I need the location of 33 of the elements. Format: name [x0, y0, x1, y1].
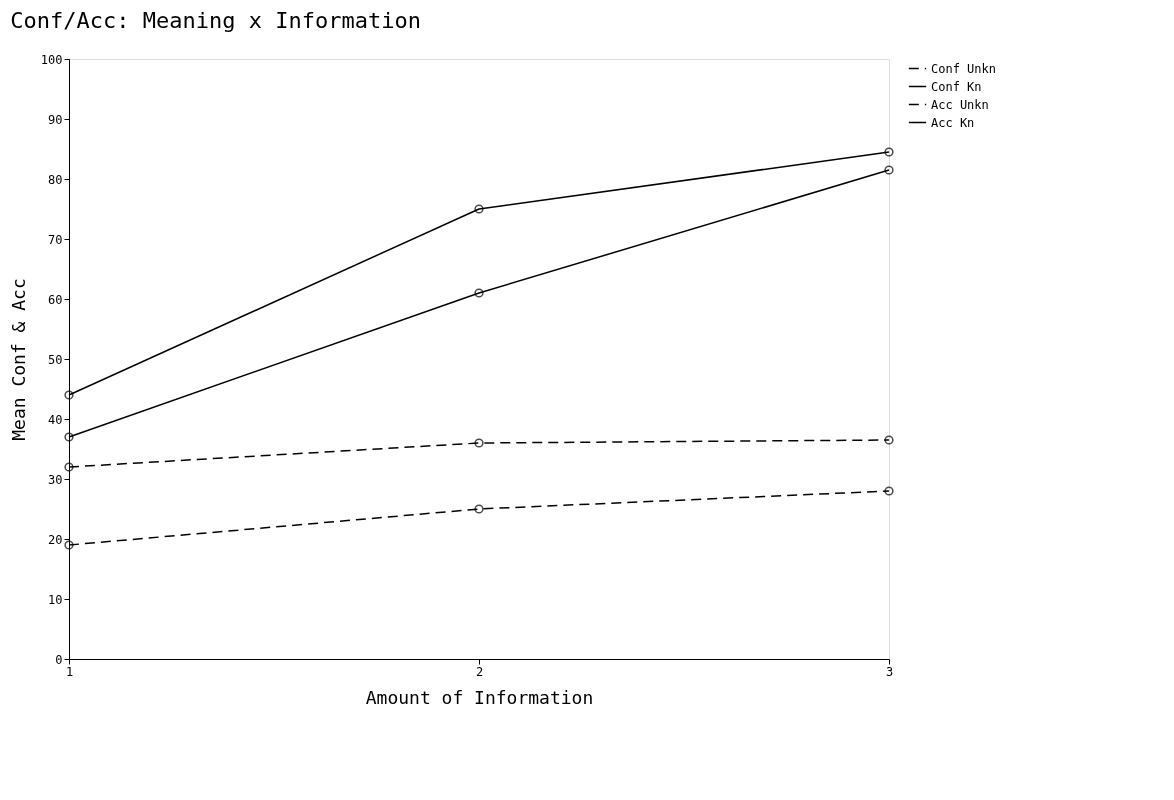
- y-tick-label: 60: [48, 292, 63, 307]
- chart-title: Conf/Acc: Meaning x Information: [10, 8, 421, 33]
- x-axis-title: Amount of Information: [365, 686, 594, 708]
- y-tick-label: 100: [40, 52, 63, 67]
- y-tick-label: 40: [48, 412, 63, 427]
- point: [884, 435, 894, 445]
- y-tick-label: 0: [55, 652, 63, 667]
- point: [474, 204, 484, 214]
- point: [64, 462, 74, 472]
- point: [884, 147, 894, 157]
- point: [474, 504, 484, 514]
- y-axis-title: Mean Conf & Acc: [7, 278, 29, 441]
- x-tick-label: 2: [475, 664, 484, 679]
- y-tick-label: 90: [48, 112, 63, 127]
- x-tick-label: 1: [65, 664, 74, 679]
- point: [64, 390, 74, 400]
- point: [884, 486, 894, 496]
- point: [474, 288, 484, 298]
- y-tick-label: 70: [48, 232, 63, 247]
- point: [64, 432, 74, 442]
- y-tick-label: 30: [48, 472, 63, 487]
- point: [64, 540, 74, 550]
- y-tick-label: 10: [48, 592, 63, 607]
- point: [474, 438, 484, 448]
- legend-label: Acc Unkn: [931, 97, 989, 112]
- y-tick-label: 80: [48, 172, 63, 187]
- legend-label: Acc Kn: [931, 115, 975, 130]
- y-tick-label: 50: [48, 352, 63, 367]
- legend-label: Conf Unkn: [931, 61, 997, 76]
- point: [884, 165, 894, 175]
- y-tick-label: 20: [48, 532, 63, 547]
- legend-label: Conf Kn: [931, 79, 982, 94]
- x-tick-label: 3: [885, 664, 894, 679]
